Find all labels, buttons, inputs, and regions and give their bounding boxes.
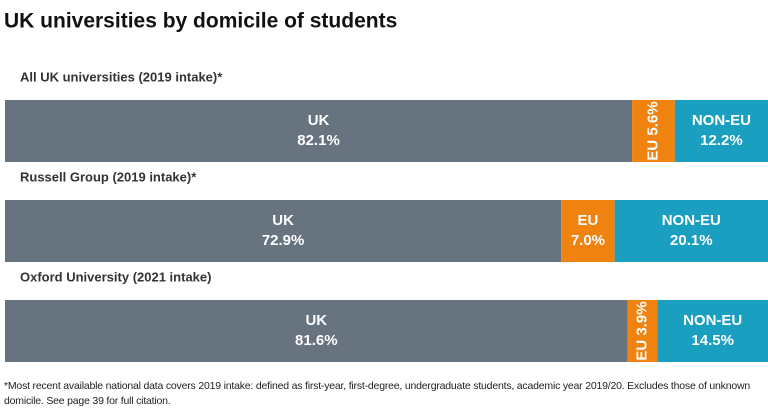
category-label: All UK universities (2019 intake)* <box>20 69 223 84</box>
category-label: Oxford University (2021 intake) <box>20 269 211 284</box>
series-name: NON-EU <box>692 112 751 129</box>
value-label: 14.5% <box>691 332 734 349</box>
bar-segment <box>674 100 768 162</box>
series-name: EU <box>578 212 599 229</box>
segment-label: EU 3.9% <box>633 301 650 360</box>
bar-segment <box>5 200 562 262</box>
value-label: 72.9% <box>262 232 305 249</box>
value-label: 82.1% <box>297 132 340 149</box>
series-name: EU <box>633 340 650 361</box>
series-name: EU <box>644 140 661 161</box>
series-name: UK <box>305 312 327 329</box>
value-label: 12.2% <box>700 132 743 149</box>
series-name: NON-EU <box>683 312 742 329</box>
bar-segment <box>614 200 768 262</box>
value-label: 5.6% <box>644 101 661 135</box>
series-name: NON-EU <box>662 212 721 229</box>
value-label: 20.1% <box>670 232 713 249</box>
category-label: Russell Group (2019 intake)* <box>20 169 197 184</box>
bar-segment <box>561 200 615 262</box>
value-label: 3.9% <box>633 301 650 335</box>
series-name: UK <box>272 212 294 229</box>
value-label: 7.0% <box>571 232 605 249</box>
bar-segment <box>627 300 658 362</box>
bar-segment <box>657 300 768 362</box>
chart: UK universities by domicile of students … <box>4 10 768 362</box>
series-name: UK <box>308 112 330 129</box>
value-label: 81.6% <box>295 332 338 349</box>
bar-segment <box>5 300 628 362</box>
bar-segment <box>632 100 675 162</box>
segment-label: EU 5.6% <box>644 101 661 160</box>
chart-title: UK universities by domicile of students <box>4 10 397 33</box>
bar-segment <box>5 100 633 162</box>
footnote: *Most recent available national data cov… <box>4 380 751 407</box>
